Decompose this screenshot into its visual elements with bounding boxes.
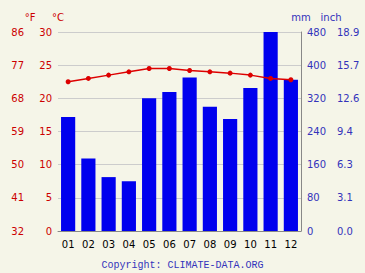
- svg-text:11: 11: [264, 239, 277, 250]
- svg-text:5: 5: [46, 192, 52, 203]
- svg-text:160: 160: [307, 159, 326, 170]
- svg-text:32: 32: [11, 226, 24, 237]
- svg-text:9.4: 9.4: [337, 126, 353, 137]
- svg-text:30: 30: [39, 27, 52, 38]
- svg-text:°C: °C: [52, 12, 64, 23]
- svg-text:06: 06: [163, 239, 176, 250]
- svg-text:09: 09: [224, 239, 237, 250]
- svg-text:inch: inch: [321, 12, 342, 23]
- svg-text:25: 25: [39, 60, 52, 71]
- svg-text:41: 41: [11, 192, 24, 203]
- svg-text:86: 86: [11, 27, 24, 38]
- svg-text:02: 02: [82, 239, 95, 250]
- svg-text:08: 08: [204, 239, 217, 250]
- svg-text:15.7: 15.7: [337, 60, 359, 71]
- svg-text:320: 320: [307, 93, 326, 104]
- svg-text:0: 0: [307, 226, 313, 237]
- svg-text:480: 480: [307, 27, 326, 38]
- svg-text:0: 0: [46, 226, 52, 237]
- svg-text:07: 07: [183, 239, 196, 250]
- svg-text:10: 10: [39, 159, 52, 170]
- svg-text:10: 10: [244, 239, 257, 250]
- svg-text:77: 77: [11, 60, 24, 71]
- svg-text:240: 240: [307, 126, 326, 137]
- svg-text:12.6: 12.6: [337, 93, 359, 104]
- svg-text:15: 15: [39, 126, 52, 137]
- svg-text:80: 80: [307, 192, 320, 203]
- svg-text:20: 20: [39, 93, 52, 104]
- svg-text:0.0: 0.0: [337, 226, 353, 237]
- svg-text:59: 59: [11, 126, 24, 137]
- svg-text:3.1: 3.1: [337, 192, 353, 203]
- svg-text:68: 68: [11, 93, 24, 104]
- svg-text:400: 400: [307, 60, 326, 71]
- svg-text:50: 50: [11, 159, 24, 170]
- svg-text:01: 01: [62, 239, 75, 250]
- svg-text:°F: °F: [25, 12, 36, 23]
- svg-text:12: 12: [285, 239, 298, 250]
- svg-text:6.3: 6.3: [337, 159, 353, 170]
- svg-text:mm: mm: [291, 12, 310, 23]
- svg-text:Copyright: CLIMATE-DATA.ORG: Copyright: CLIMATE-DATA.ORG: [101, 260, 263, 271]
- svg-text:03: 03: [102, 239, 115, 250]
- svg-text:05: 05: [143, 239, 156, 250]
- svg-text:18.9: 18.9: [337, 27, 359, 38]
- svg-text:04: 04: [123, 239, 136, 250]
